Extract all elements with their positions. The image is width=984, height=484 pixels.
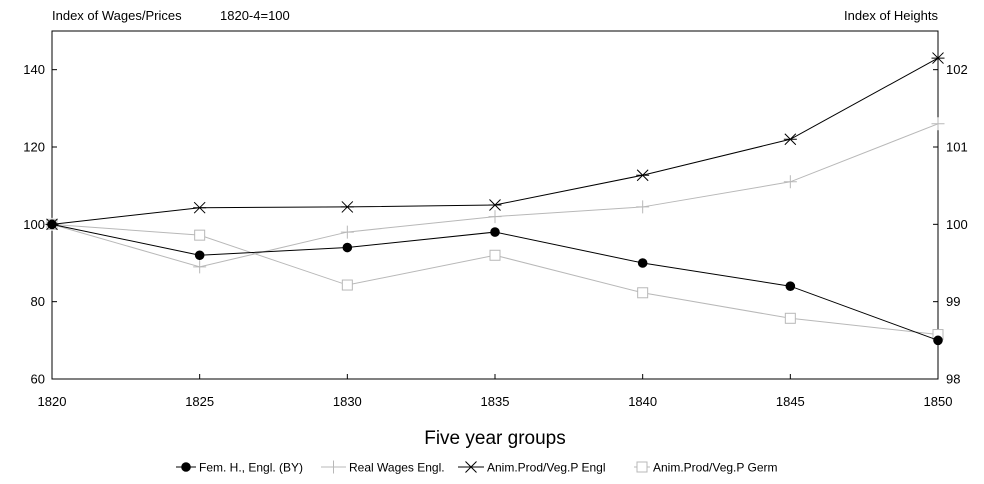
right-axis: 98 99 100 101 102 [933,62,968,387]
left-tick-label: 100 [23,217,45,232]
data-point [193,201,207,214]
series-2 [45,52,945,231]
data-point [784,312,796,324]
data-point [340,225,354,239]
left-tick-label: 80 [31,294,45,309]
data-point [931,52,945,64]
data-point [327,460,340,474]
right-tick-label: 101 [946,140,968,155]
x-tick-label: 1850 [924,394,953,409]
data-point [783,133,797,146]
legend-label: Anim.Prod/Veg.P Engl [487,461,606,475]
legend-item: Anim.Prod/Veg.P Engl [458,461,606,475]
series-line [51,123,939,268]
series-3 [46,218,944,341]
data-point [636,200,650,214]
data-point [340,201,354,213]
left-tick-label: 60 [31,372,45,387]
left-tick-label: 120 [23,140,45,155]
data-point [933,335,943,346]
data-point [636,461,648,473]
right-tick-label: 100 [946,217,968,232]
x-tick-label: 1825 [185,394,214,409]
data-point [637,258,648,268]
series-0 [47,219,943,346]
data-point [931,117,945,131]
data-point [464,461,478,473]
left-tick-label: 140 [23,62,45,77]
legend-label: Anim.Prod/Veg.P Germ [653,461,778,475]
right-tick-label: 102 [946,62,968,77]
right-tick-label: 99 [946,294,960,309]
legend-label: Fem. H., Engl. (BY) [199,461,303,475]
series-layer [45,52,945,346]
data-point [193,260,207,274]
data-point [488,210,502,224]
x-tick-label: 1845 [776,394,805,409]
x-axis-title: Five year groups [424,428,566,449]
x-axis: 1820 1825 1830 1835 1840 1845 1850 [38,374,953,409]
legend-item: Fem. H., Engl. (BY) [176,461,303,475]
series-line [51,57,939,225]
data-point [194,229,206,241]
x-tick-label: 1840 [628,394,657,409]
legend: Fem. H., Engl. (BY) Real Wages Engl. Anim.… [176,460,778,475]
left-axis: 60 80 100 120 140 [23,62,57,387]
data-point [637,287,649,299]
data-point [342,242,353,253]
data-point [341,279,353,291]
x-tick-label: 1830 [333,394,362,409]
legend-label: Real Wages Engl. [349,461,445,475]
x-tick-label: 1820 [38,394,67,409]
series-line [51,223,939,336]
data-point [785,281,796,292]
legend-item: Anim.Prod/Veg.P Germ [634,461,778,475]
data-point [489,249,501,261]
left-axis-title: Index of Wages/Prices [52,8,182,23]
data-point [490,227,500,237]
legend-item: Real Wages Engl. [321,460,445,475]
data-point [783,175,797,189]
series-line [51,223,939,341]
right-tick-label: 98 [946,372,960,387]
data-point [194,250,205,261]
data-point [488,199,502,211]
data-point [636,169,650,182]
right-axis-title: Index of Heights [844,8,938,23]
base-note: 1820-4=100 [220,8,290,23]
data-point [181,462,191,472]
x-tick-label: 1835 [481,394,510,409]
data-point [47,219,57,230]
